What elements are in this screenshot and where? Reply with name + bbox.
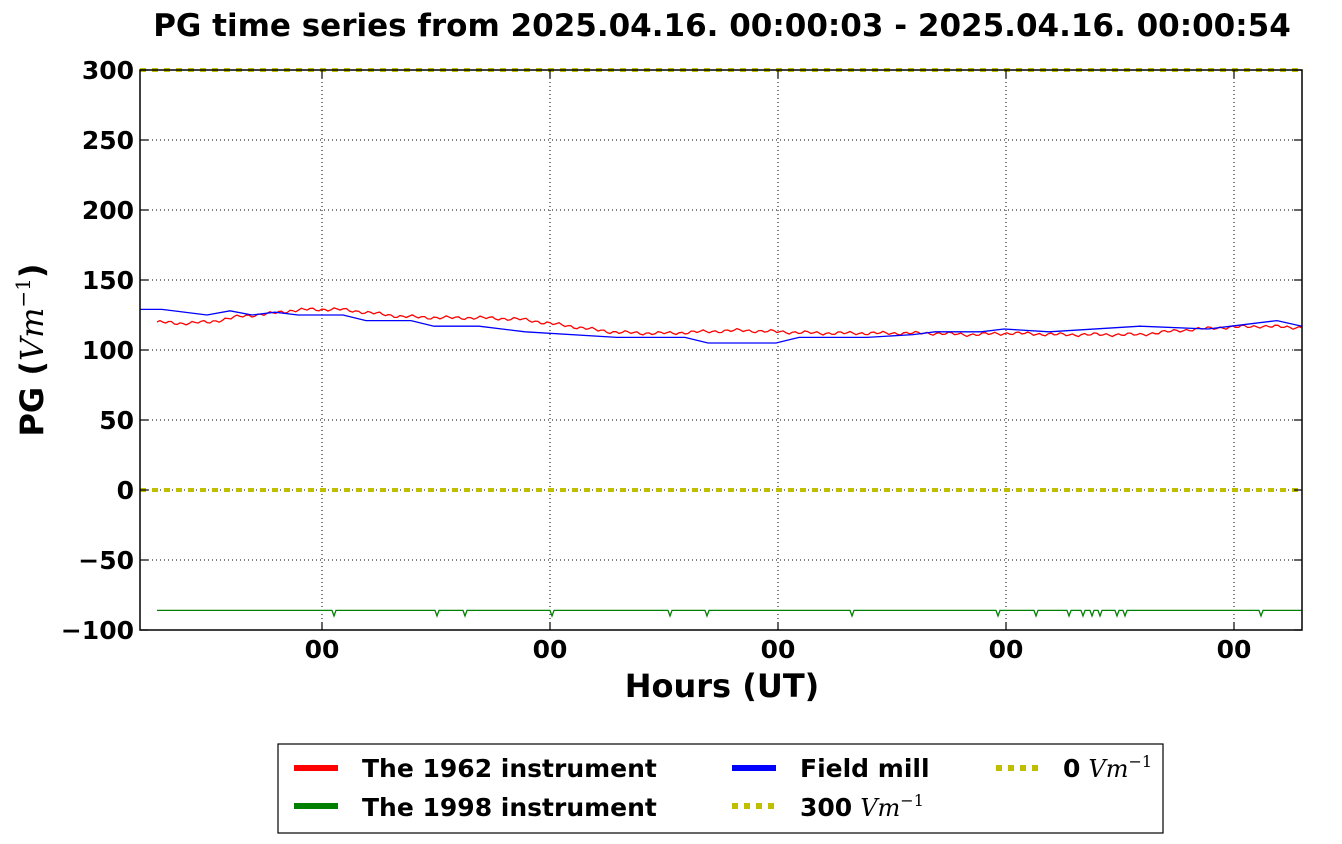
y-axis-label-prefix: PG (	[13, 361, 51, 436]
series-line-the-1998-instrument	[157, 609, 1302, 618]
legend-label-field-mill: Field mill	[800, 754, 930, 783]
y-tick-label: 300	[82, 56, 134, 85]
y-axis-label-exp: −1	[11, 278, 35, 307]
y-tick-label: 0	[117, 476, 134, 505]
series-lines	[140, 68, 1303, 618]
x-tick-label: 00	[533, 635, 568, 664]
x-tick-label: 00	[1217, 635, 1252, 664]
y-tick-label: 200	[82, 196, 134, 225]
x-axis-ticks: 00 00 00 00 00	[305, 70, 1252, 664]
y-tick-label: −50	[78, 546, 134, 575]
x-tick-label: 00	[989, 635, 1024, 664]
grid-lines	[140, 70, 1302, 630]
y-axis-label: PG (Vm−1)	[11, 263, 51, 436]
legend-label-1998: The 1998 instrument	[362, 793, 657, 822]
y-axis-label-suffix: )	[13, 263, 51, 278]
chart-title: PG time series from 2025.04.16. 00:00:03…	[153, 8, 1291, 44]
y-tick-label: −100	[61, 616, 134, 645]
legend-label-300: 300 Vm−1	[800, 791, 924, 822]
legend-box	[277, 743, 1164, 834]
series-line-field-mill	[140, 308, 1303, 344]
x-tick-label: 00	[305, 635, 340, 664]
x-axis-label: Hours (UT)	[625, 667, 820, 705]
y-axis-label-unit: Vm	[13, 308, 51, 361]
y-tick-label: 50	[99, 406, 134, 435]
y-tick-label: 100	[82, 336, 134, 365]
y-axis-ticks: 300 250 200 150 100 50 0 −50 −100	[61, 56, 1302, 645]
y-tick-label: 250	[82, 126, 134, 155]
x-tick-label: 00	[761, 635, 796, 664]
legend-label-0: 0 Vm−1	[1063, 752, 1152, 783]
legend: The 1962 instrument The 1998 instrument …	[277, 743, 1164, 834]
series-line-the-1962-instrument	[156, 307, 1303, 338]
legend-label-1962: The 1962 instrument	[362, 754, 657, 783]
y-tick-label: 150	[82, 266, 134, 295]
